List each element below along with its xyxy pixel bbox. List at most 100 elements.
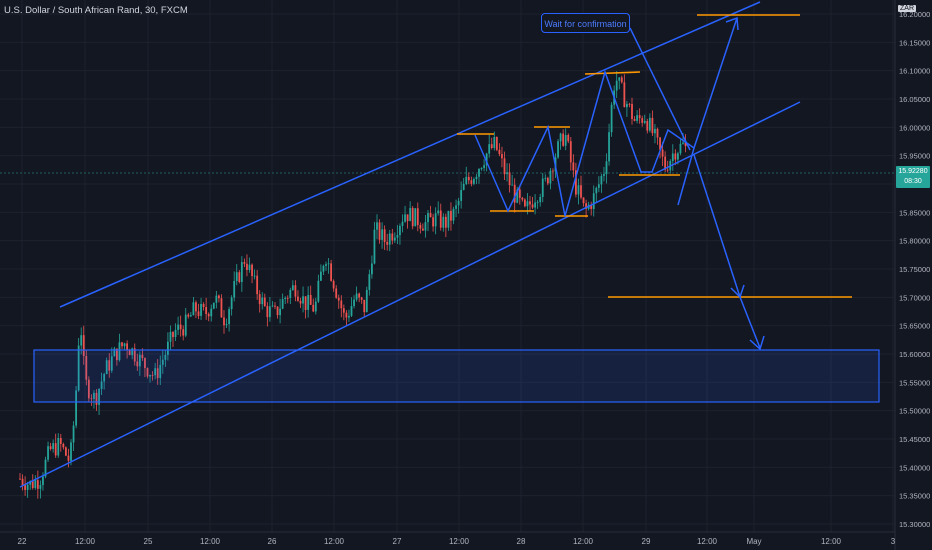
candle-body [312, 304, 315, 312]
price-label: 16.15000 [899, 38, 930, 47]
candle-body [340, 300, 343, 309]
candle-body [164, 354, 167, 360]
candle-body [233, 281, 236, 298]
candle-body [353, 299, 355, 307]
time-label: 12:00 [200, 537, 221, 546]
candle-body [646, 120, 649, 131]
candle-body [149, 374, 151, 377]
candle-body [661, 149, 664, 157]
candle-body [620, 77, 623, 83]
candle-body [21, 478, 24, 486]
candle-body [488, 144, 491, 154]
candle-body [467, 176, 470, 181]
candle-body [235, 272, 238, 282]
candle-body [337, 297, 340, 301]
candle-body [455, 205, 457, 209]
time-label: 25 [144, 537, 153, 546]
candle-body [238, 272, 241, 283]
channel-lower-line[interactable] [19, 101, 801, 488]
channel-upper-line[interactable] [59, 1, 761, 308]
candle-body [189, 315, 192, 317]
candle-body [159, 364, 162, 379]
annotation-pointer [629, 27, 691, 151]
time-label: 12:00 [75, 537, 96, 546]
candle-body [457, 200, 460, 206]
candle-body [251, 264, 253, 276]
candle-body [332, 280, 335, 289]
candle-body [167, 341, 169, 355]
candle-body [128, 350, 131, 356]
candle-body [136, 361, 139, 367]
candle-body [358, 293, 361, 298]
candle-body [355, 293, 358, 300]
candle-body [666, 169, 669, 171]
candle-body [281, 299, 284, 309]
time-axis[interactable]: 22 12:00 25 12:00 26 12:00 27 12:00 28 12:00 29 12:… [18, 537, 896, 546]
candle-body [582, 197, 585, 204]
candle-body [383, 229, 386, 242]
candle-body [450, 210, 452, 221]
candle-body [72, 425, 75, 443]
candle-body [518, 189, 521, 198]
candle-body [618, 77, 621, 81]
price-label: 15.50000 [899, 407, 930, 416]
candle-body [240, 262, 243, 283]
support-zone[interactable] [33, 349, 880, 403]
candle-body [177, 324, 179, 330]
level-top[interactable] [584, 71, 641, 75]
candle-body [371, 263, 373, 275]
price-label: 15.80000 [899, 237, 930, 246]
candle-body [381, 229, 383, 240]
candle-body [304, 296, 307, 310]
candle-body [534, 202, 536, 208]
candle-body [399, 225, 401, 236]
price-label: 15.60000 [899, 350, 930, 359]
candle-body [414, 208, 417, 227]
candle-body [200, 304, 202, 316]
symbol-title[interactable]: U.S. Dollar / South African Rand, 30, FX… [4, 5, 188, 16]
candle-body [393, 237, 396, 241]
candle-body [192, 302, 195, 316]
candle-body [256, 275, 259, 295]
price-axis[interactable]: 16.20000 16.15000 16.10000 16.05000 16.00000… [899, 10, 930, 529]
candle-body [141, 354, 144, 359]
candle-body [105, 360, 108, 375]
candle-body [513, 184, 516, 203]
candle-body [679, 143, 682, 154]
candle-body [123, 343, 126, 347]
candle-body [511, 184, 514, 186]
candle-body [365, 289, 368, 313]
price-label: 16.05000 [899, 95, 930, 104]
candle-body [638, 115, 641, 119]
candle-body [444, 216, 447, 228]
candle-body [498, 149, 501, 155]
candle-body [422, 228, 424, 231]
candle-body [126, 343, 128, 351]
candle-body [327, 263, 330, 265]
candle-body [544, 177, 547, 179]
candle-body [569, 141, 572, 163]
time-label: 28 [517, 537, 526, 546]
candle-body [269, 306, 271, 318]
candle-body [434, 213, 437, 227]
candle-body [526, 201, 529, 207]
projection-up-arrow[interactable] [677, 17, 738, 206]
candle-body [103, 374, 106, 382]
zigzag-pattern[interactable] [474, 69, 695, 217]
candle-body [108, 360, 111, 371]
price-label: 15.45000 [899, 435, 930, 444]
candle-body [475, 176, 478, 180]
annotation-callout[interactable]: Wait for confirmation [541, 13, 630, 33]
candle-body [506, 172, 508, 175]
candle-body [633, 119, 636, 121]
candle-body [294, 285, 297, 297]
candle-body [388, 233, 391, 245]
candle-body [225, 324, 228, 326]
candle-body [600, 175, 603, 185]
candle-body [529, 201, 531, 205]
time-label: 12:00 [573, 537, 594, 546]
candle-body [291, 285, 294, 290]
candle-body [230, 297, 233, 310]
chart-grid [0, 0, 895, 532]
